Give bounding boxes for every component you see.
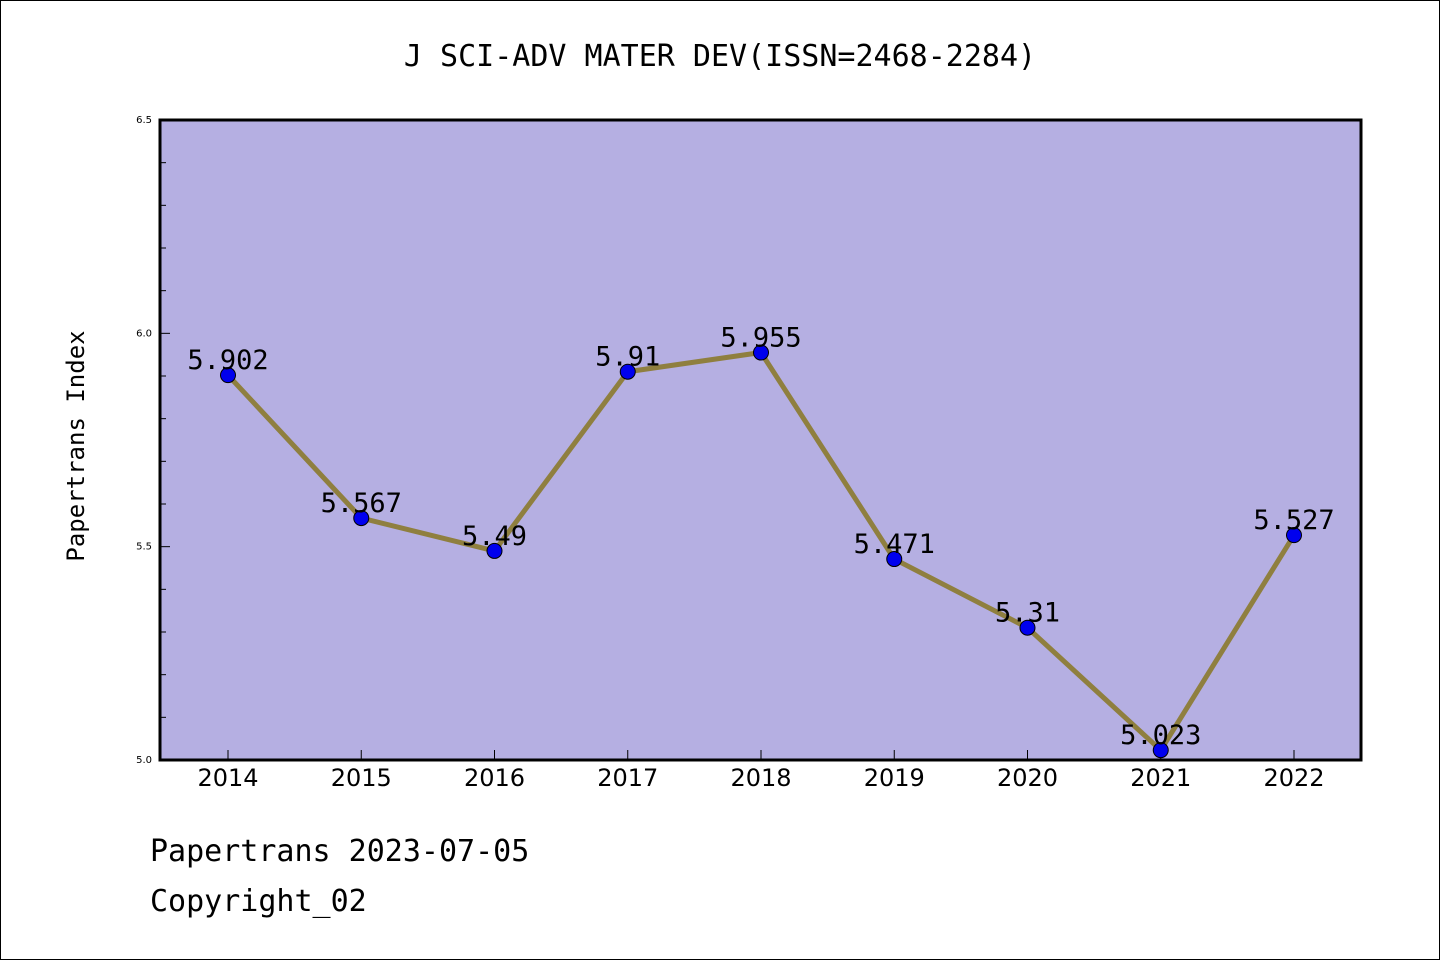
data-point [220,367,236,384]
series-markers [220,344,1302,759]
data-label: 5.527 [1253,505,1334,536]
x-tick-label: 2022 [1263,764,1324,792]
data-label: 5.91 [595,342,660,373]
data-point [1019,619,1036,636]
x-tick-label: 2019 [864,764,925,792]
data-label: 5.955 [720,323,801,354]
data-point [1286,527,1302,544]
x-tick-label: 2018 [730,764,791,792]
x-tick-label: 2017 [597,764,658,792]
x-tick-label: 2015 [331,764,392,792]
x-tick-label: 2014 [197,764,258,792]
footer-copyright: Copyright_02 [150,884,367,919]
data-point [353,510,370,527]
footer-date: Papertrans 2023-07-05 [150,834,530,869]
data-label: 5.567 [321,488,402,519]
x-tick-label: 2021 [1130,764,1191,792]
x-tick-label: 2020 [997,764,1058,792]
chart-title: J SCI-ADV MATER DEV(ISSN=2468-2284) [404,39,1036,74]
data-point [486,542,503,559]
y-axis-label: Papertrans Index [62,330,90,561]
data-label: 5.023 [1120,720,1201,751]
data-label: 5.49 [462,521,527,552]
data-label: 5.902 [187,345,268,376]
data-point [886,551,903,568]
x-tick-label: 2016 [464,764,525,792]
data-label: 5.471 [854,529,935,560]
data-label: 5.31 [995,598,1060,629]
data-point [1152,742,1169,759]
y-tick-label: 6.5 [136,115,152,126]
data-point [753,344,769,361]
plot-area [160,120,1361,760]
y-tick-label: 6.0 [136,328,152,339]
plot-border [158,118,1363,762]
x-axis-ticks: 2014 2015 2016 2017 2018 2019 2020 2021 2022 [197,750,1325,792]
data-point [619,363,636,380]
y-tick-label: 5.5 [136,542,152,553]
y-tick-label: 5.0 [136,755,152,766]
data-labels: 5.902 5.567 5.49 5.91 5.955 5.471 5.31 5.023 5.5… [187,323,1334,752]
